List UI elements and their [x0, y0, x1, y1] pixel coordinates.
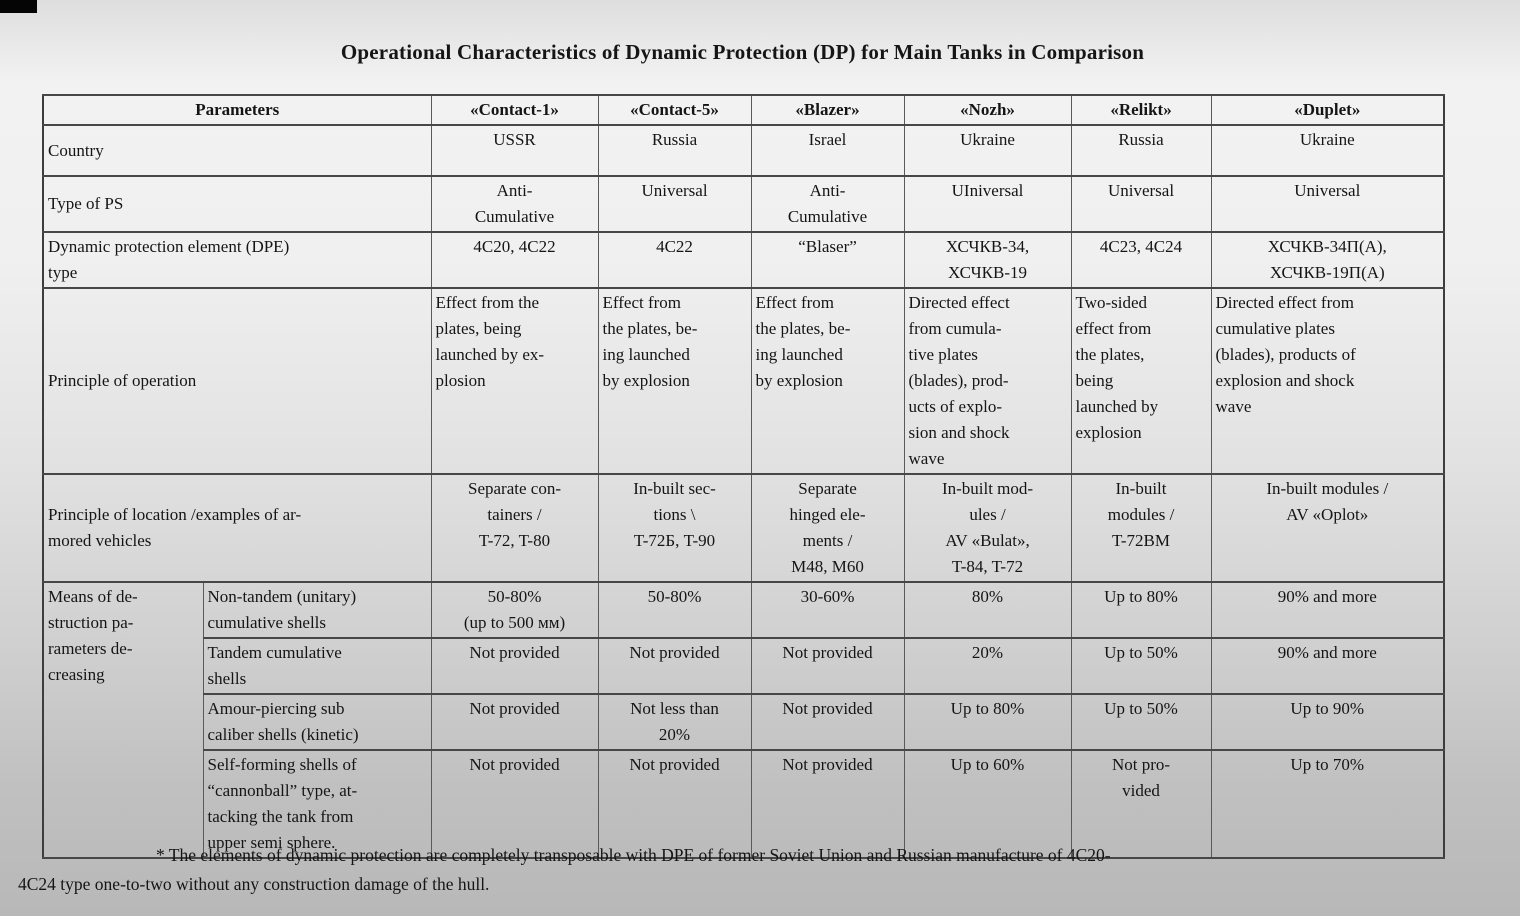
table-cell-value: Not provided: [750, 693, 905, 751]
table-cell-value: Not provided: [430, 693, 599, 751]
table-cell-value: In-built sec- tions \ T-72Б, T-90: [597, 473, 752, 583]
row-sublabel-tandem-shells: Tandem cumulative shells: [202, 637, 432, 695]
table-cell-value: Ukraine: [903, 124, 1072, 177]
table-cell-value: In-built mod- ules / AV «Bulat», T-84, T…: [903, 473, 1072, 583]
table-cell-value: Up to 60%: [903, 749, 1072, 859]
table-cell-value: 4C23, 4C24: [1070, 231, 1212, 289]
table-cell-value: Up to 70%: [1210, 749, 1445, 859]
table-footnote: * The elements of dynamic protection are…: [18, 845, 1111, 894]
table-cell-value: Russia: [597, 124, 752, 177]
table-cell-value: In-built modules / AV «Oplot»: [1210, 473, 1445, 583]
table-cell-value: 50-80% (up to 500 мм): [430, 581, 599, 639]
row-label-type-of-ps: Type of PS: [42, 175, 432, 233]
row-label-principle-of-operation: Principle of operation: [42, 287, 432, 475]
column-header-blazer: «Blazer»: [750, 94, 905, 126]
table-cell-value: Israel: [750, 124, 905, 177]
table-cell-value: Not provided: [750, 637, 905, 695]
table-cell-value: 90% and more: [1210, 637, 1445, 695]
table-cell-value: Ukraine: [1210, 124, 1445, 177]
column-header-contact5: «Contact-5»: [597, 94, 752, 126]
table-row-means-armor-piercing: Amour-piercing sub caliber shells (kinet…: [43, 693, 1445, 751]
table-cell-value: Separate hinged ele- ments / M48, M60: [750, 473, 905, 583]
table-cell-value: Not pro- vided: [1070, 749, 1212, 859]
table-cell-value: Universal: [1070, 175, 1212, 233]
row-sublabel-armor-piercing-shells: Amour-piercing sub caliber shells (kinet…: [202, 693, 432, 751]
table-row-means-tandem: Tandem cumulative shells Not provided No…: [43, 637, 1445, 695]
table-cell-value: Not provided: [750, 749, 905, 859]
table-row-means-self-forming: Self-forming shells of “cannonball” type…: [43, 749, 1445, 859]
column-header-contact1: «Contact-1»: [430, 94, 599, 126]
table-cell-value: Not provided: [597, 637, 752, 695]
table-cell-value: Effect from the plates, be- ing launched…: [750, 287, 905, 475]
table-cell-value: ХСЧКВ-34, ХСЧКВ-19: [903, 231, 1072, 289]
table-cell-value: USSR: [430, 124, 599, 177]
table-row-type-of-ps: Type of PS Anti- Cumulative Universal An…: [42, 175, 1445, 233]
table-cell-value: Up to 50%: [1070, 693, 1212, 751]
table-cell-value: Effect from the plates, being launched b…: [430, 287, 599, 475]
table-cell-value: 80%: [903, 581, 1072, 639]
table-cell-value: Universal: [1210, 175, 1445, 233]
row-label-country: Country: [42, 124, 432, 177]
column-header-nozh: «Nozh»: [903, 94, 1072, 126]
table-cell-value: 50-80%: [597, 581, 752, 639]
table-cell-value: Not provided: [430, 749, 599, 859]
table-cell-value: 20%: [903, 637, 1072, 695]
table-cell-value: 4C20, 4C22: [430, 231, 599, 289]
table-cell-value: Separate con- tainers / T-72, T-80: [430, 473, 599, 583]
table-cell-value: Not provided: [430, 637, 599, 695]
row-label-dpe-type: Dynamic protection element (DPE) type: [42, 231, 432, 289]
table-cell-value: Two-sided effect from the plates, being …: [1070, 287, 1212, 475]
table-cell-value: Effect from the plates, be- ing launched…: [597, 287, 752, 475]
table-row-dpe-type: Dynamic protection element (DPE) type 4C…: [42, 231, 1445, 289]
row-group-label-means-of-destruction: Means of de- struction pa- rameters de- …: [42, 581, 204, 859]
column-header-duplet: «Duplet»: [1210, 94, 1445, 126]
table-cell-value: Directed effect from cumulative plates (…: [1210, 287, 1445, 475]
table-cell-value: Anti- Cumulative: [430, 175, 599, 233]
table-cell-value: 4C22: [597, 231, 752, 289]
table-cell-value: Universal: [597, 175, 752, 233]
table-cell-value: Russia: [1070, 124, 1212, 177]
table-cell-value: Not less than 20%: [597, 693, 752, 751]
page-title: Operational Characteristics of Dynamic P…: [340, 40, 1145, 64]
dp-comparison-table: Parameters «Contact-1» «Contact-5» «Blaz…: [42, 94, 1446, 859]
table-row-principle-of-location: Principle of location /examples of ar- m…: [42, 473, 1445, 583]
table-cell-value: In-built modules / T-72BM: [1070, 473, 1212, 583]
table-row-principle-of-operation: Principle of operation Effect from the p…: [42, 287, 1445, 475]
video-letterbox-corner: [0, 0, 37, 13]
table-cell-value: UIniversal: [903, 175, 1072, 233]
row-sublabel-self-forming-shells: Self-forming shells of “cannonball” type…: [202, 749, 432, 859]
table-cell-value: Up to 50%: [1070, 637, 1212, 695]
table-cell-value: “Blaser”: [750, 231, 905, 289]
column-header-relikt: «Relikt»: [1070, 94, 1212, 126]
table-cell-value: 30-60%: [750, 581, 905, 639]
table-row-means-non-tandem: Means of de- struction pa- rameters de- …: [42, 581, 1445, 859]
column-header-parameters: Parameters: [42, 94, 432, 126]
table-cell-value: Up to 90%: [1210, 693, 1445, 751]
table-cell-value: 90% and more: [1210, 581, 1445, 639]
row-sublabel-non-tandem-shells: Non-tandem (unitary) cumulative shells: [202, 581, 432, 639]
table-cell-value: Up to 80%: [1070, 581, 1212, 639]
table-cell-value: Up to 80%: [903, 693, 1072, 751]
table-cell-value: ХСЧКВ-34П(А), ХСЧКВ-19П(А): [1210, 231, 1445, 289]
table-cell-value: Not provided: [597, 749, 752, 859]
table-cell-value: Directed effect from cumula- tive plates…: [903, 287, 1072, 475]
row-label-principle-of-location: Principle of location /examples of ar- m…: [42, 473, 432, 583]
table-cell-value: Anti- Cumulative: [750, 175, 905, 233]
table-header-row: Parameters «Contact-1» «Contact-5» «Blaz…: [42, 94, 1445, 126]
table-row-country: Country USSR Russia Israel Ukraine Russi…: [42, 124, 1445, 177]
